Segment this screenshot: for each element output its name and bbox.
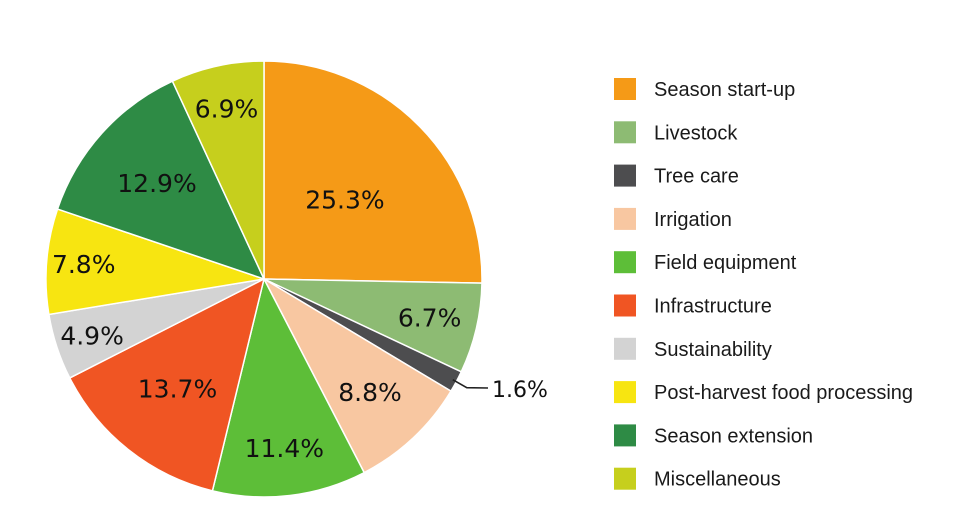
legend-item-season-extension: Season extension (614, 424, 813, 447)
legend-label: Field equipment (654, 252, 797, 274)
slice-value-label-miscellaneous: 6.9% (195, 95, 259, 124)
legend-item-irrigation: Irrigation (614, 207, 732, 231)
legend-label: Livestock (654, 122, 738, 144)
legend-swatch (614, 251, 636, 274)
legend-item-season-start-up: Season start-up (614, 78, 795, 101)
legend-item-sustainability: Sustainability (614, 337, 772, 361)
legend-label: Miscellaneous (654, 469, 781, 491)
legend-label: Sustainability (654, 339, 772, 361)
legend-item-post-harvest-food-processing: Post-harvest food processing (614, 381, 913, 404)
pie-slice-post-harvest-food-processing (45, 208, 265, 316)
slice-value-label-field-equipment: 11.4% (245, 434, 324, 463)
legend-swatch (614, 424, 636, 447)
pie-slice-season-start-up (263, 60, 483, 284)
slice-value-label-sustainability: 4.9% (60, 322, 124, 351)
legend-swatch (614, 294, 636, 317)
legend-swatch (614, 467, 636, 490)
callout-leader-line (452, 379, 489, 389)
legend-label: Season start-up (654, 79, 795, 101)
legend-item-infrastructure: Infrastructure (614, 294, 772, 318)
slice-value-label-season-start-up: 25.3% (305, 186, 384, 215)
legend-label: Irrigation (654, 209, 732, 231)
pie-slice-irrigation (262, 276, 452, 474)
legend-label: Season extension (654, 425, 813, 447)
pie-slice-infrastructure (68, 277, 266, 492)
legend-swatch (614, 337, 636, 360)
legend-item-miscellaneous: Miscellaneous (614, 467, 781, 491)
legend-swatch (614, 207, 636, 230)
pie-slice-season-extension (56, 80, 266, 281)
slice-value-label-irrigation: 8.8% (338, 378, 402, 407)
pie-slices (45, 60, 483, 498)
legend-label: Infrastructure (654, 296, 772, 318)
pie-slice-field-equipment (211, 276, 366, 498)
legend-label: Tree care (654, 166, 739, 188)
legend-item-field-equipment: Field equipment (614, 251, 797, 274)
legend-swatch (614, 121, 636, 144)
slice-value-label-post-harvest-food-processing: 7.8% (52, 250, 116, 279)
legend: Season start-up Livestock Tree care Irrigat… (614, 78, 913, 491)
slice-value-label-infrastructure: 13.7% (138, 374, 217, 403)
slice-value-label-tree-care: 1.6% (492, 378, 548, 403)
legend-swatch (614, 78, 636, 100)
legend-item-tree-care: Tree care (614, 164, 739, 188)
legend-label: Post-harvest food processing (654, 382, 913, 404)
slice-value-label-livestock: 6.7% (398, 304, 462, 333)
legend-swatch (614, 164, 636, 187)
legend-item-livestock: Livestock (614, 121, 738, 144)
slice-value-label-season-extension: 12.9% (117, 169, 196, 198)
pie-slice-miscellaneous (171, 60, 265, 280)
legend-swatch (614, 381, 636, 404)
pie-slice-labels: 25.3% 6.7% 1.6% 8.8% 11.4% 13.7% 4.9% 7.8% 12.9%… (52, 95, 548, 463)
